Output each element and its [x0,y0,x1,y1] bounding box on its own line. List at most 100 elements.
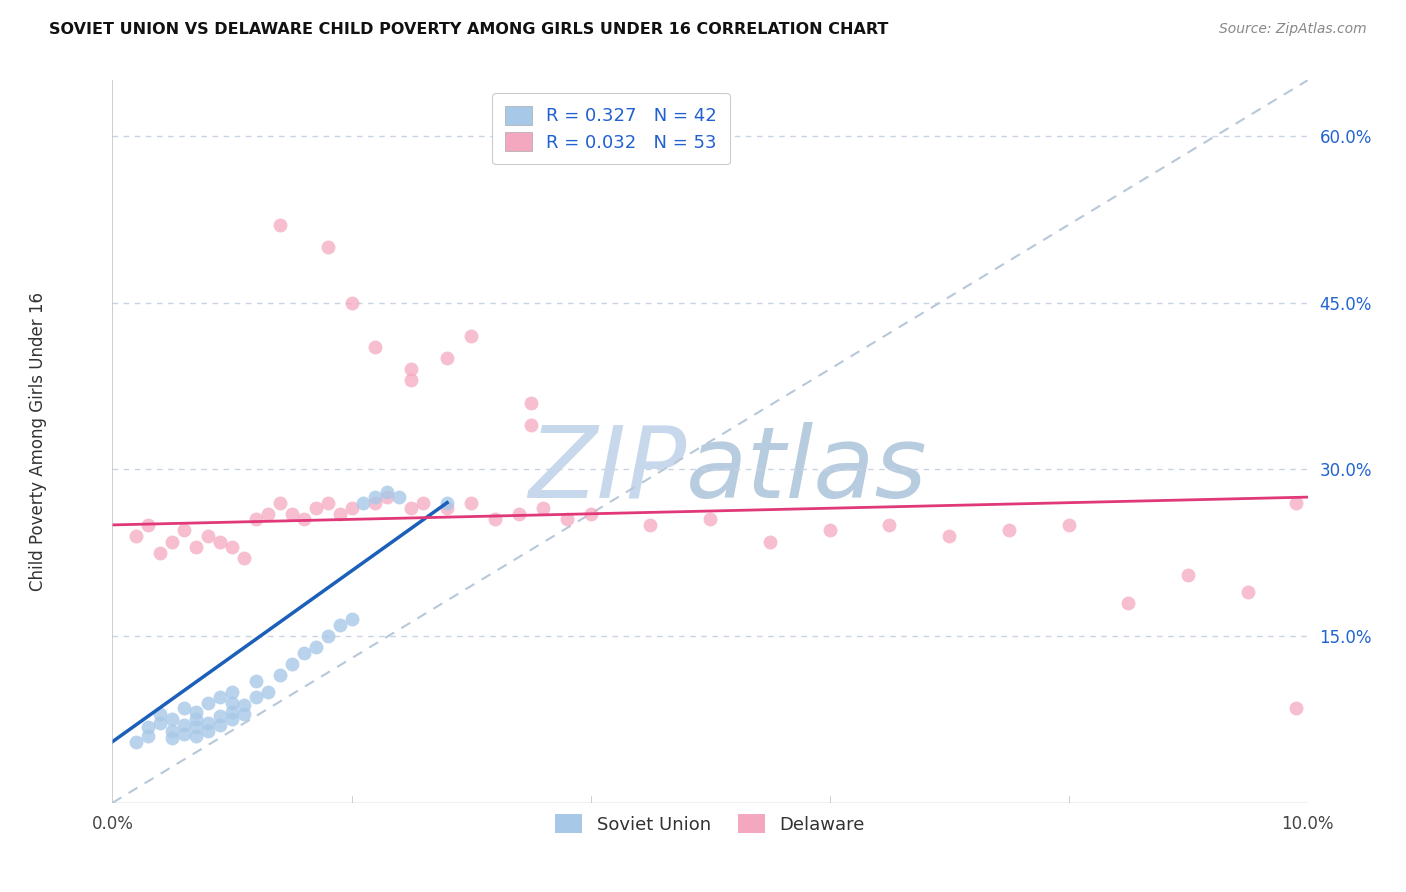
Point [340,612,363,626]
Point [998,524,1021,538]
Point [186,540,208,554]
Point [269,496,291,510]
Point [149,546,172,560]
Point [162,731,183,746]
Point [531,501,554,516]
Point [233,698,256,712]
Point [245,512,267,526]
Point [484,512,506,526]
Point [221,713,243,727]
Point [197,696,219,710]
Point [138,720,160,734]
Point [316,240,339,254]
Point [221,705,243,719]
Point [125,529,148,543]
Point [197,529,219,543]
Point [209,718,232,732]
Point [221,684,243,698]
Point [340,501,363,516]
Point [162,723,183,738]
Point [401,373,423,387]
Point [1177,568,1199,582]
Point [388,490,411,504]
Text: ZIP: ZIP [527,422,686,519]
Point [173,718,195,732]
Point [377,490,399,504]
Point [436,351,458,366]
Point [377,484,399,499]
Point [640,517,662,532]
Point [162,713,183,727]
Point [257,507,280,521]
Point [209,690,232,705]
Point [329,507,352,521]
Point [759,534,782,549]
Point [520,417,543,432]
Point [138,517,160,532]
Point [186,713,208,727]
Point [340,295,363,310]
Text: Source: ZipAtlas.com: Source: ZipAtlas.com [1219,22,1367,37]
Point [233,551,256,566]
Point [233,706,256,721]
Point [125,734,148,748]
Point [508,507,530,521]
Point [520,395,543,409]
Point [292,646,315,660]
Point [353,496,375,510]
Point [555,512,578,526]
Point [281,657,304,671]
Point [221,696,243,710]
Point [281,507,304,521]
Point [209,534,232,549]
Point [460,329,482,343]
Point [401,501,423,516]
Point [173,524,195,538]
Point [138,729,160,743]
Point [162,534,183,549]
Point [305,501,328,516]
Point [579,507,602,521]
Point [186,720,208,734]
Point [436,501,458,516]
Point [1285,496,1308,510]
Point [269,668,291,682]
Point [197,715,219,730]
Point [879,517,901,532]
Legend: Soviet Union, Delaware: Soviet Union, Delaware [548,806,872,841]
Point [460,496,482,510]
Point [149,706,172,721]
Point [186,729,208,743]
Point [699,512,721,526]
Point [221,540,243,554]
Point [1237,584,1260,599]
Point [412,496,434,510]
Point [197,723,219,738]
Point [1057,517,1080,532]
Point [257,684,280,698]
Point [818,524,841,538]
Point [364,340,387,354]
Point [292,512,315,526]
Point [316,629,339,643]
Point [173,701,195,715]
Point [245,673,267,688]
Point [436,496,458,510]
Point [401,362,423,376]
Point [329,618,352,632]
Text: atlas: atlas [686,422,928,519]
Point [209,709,232,723]
Point [1285,701,1308,715]
Point [1118,596,1140,610]
Point [149,715,172,730]
Point [364,490,387,504]
Point [938,529,960,543]
Point [269,218,291,232]
Point [186,705,208,719]
Text: SOVIET UNION VS DELAWARE CHILD POVERTY AMONG GIRLS UNDER 16 CORRELATION CHART: SOVIET UNION VS DELAWARE CHILD POVERTY A… [49,22,889,37]
Point [173,727,195,741]
Y-axis label: Child Poverty Among Girls Under 16: Child Poverty Among Girls Under 16 [28,292,46,591]
Point [364,496,387,510]
Point [245,690,267,705]
Point [305,640,328,655]
